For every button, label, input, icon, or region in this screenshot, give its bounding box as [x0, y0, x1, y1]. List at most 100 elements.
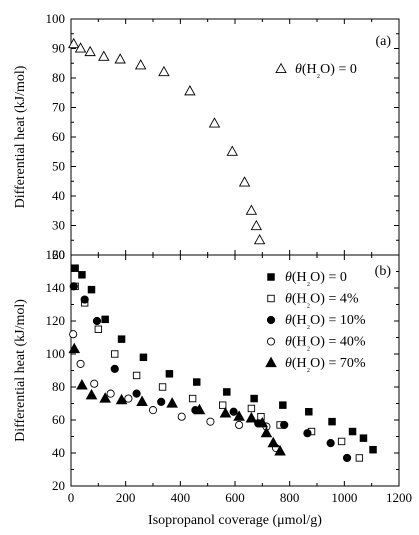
data-point: [71, 264, 79, 272]
data-point: [68, 342, 81, 354]
y-tick-label: 60: [52, 412, 65, 427]
data-point: [337, 437, 346, 446]
data-point: [188, 394, 197, 403]
series-1: [68, 37, 266, 245]
data-point: [98, 50, 110, 61]
data-point: [158, 65, 170, 77]
data-point: [250, 219, 263, 231]
y-tick-label: 140: [46, 280, 66, 295]
data-point: [355, 454, 364, 462]
panel-a: 20 30 40 50 60 70 80 90 100 Differential heat (kJ…: [13, 11, 400, 262]
legend-label: θ(H₂O) = 10%: [285, 313, 366, 330]
data-point: [193, 403, 206, 415]
data-point: [94, 325, 103, 333]
data-point: [305, 408, 313, 416]
series-5: [68, 342, 286, 456]
legend-marker: [275, 62, 287, 74]
data-point: [229, 407, 238, 416]
x-tick-label: 800: [280, 490, 300, 505]
data-point: [101, 315, 109, 324]
data-point: [219, 401, 227, 409]
data-point: [84, 45, 96, 57]
data-point: [245, 204, 258, 215]
data-point: [139, 353, 148, 362]
y-tick-label: 100: [46, 346, 66, 361]
data-point: [238, 176, 251, 187]
data-point: [115, 393, 128, 405]
legend-marker: [266, 315, 276, 325]
panel-label: (b): [375, 264, 392, 279]
legend-marker: [265, 356, 277, 368]
data-point: [69, 330, 78, 339]
data-point: [208, 117, 221, 128]
data-point: [267, 436, 280, 448]
data-point: [134, 59, 147, 70]
x-tick-label: 400: [171, 490, 191, 505]
data-point: [206, 417, 215, 426]
data-point: [85, 388, 98, 400]
data-point: [328, 417, 336, 426]
data-point: [92, 316, 102, 326]
data-point: [90, 379, 99, 388]
data-point: [342, 453, 352, 463]
data-point: [348, 427, 357, 436]
data-point: [80, 295, 89, 304]
data-point: [359, 434, 368, 442]
data-point: [76, 359, 85, 368]
data-point: [69, 282, 78, 291]
y-tick-label: 60: [52, 129, 65, 144]
data-point: [106, 389, 115, 398]
data-point: [132, 371, 141, 380]
data-point: [114, 53, 126, 64]
data-point: [192, 378, 201, 386]
data-point: [235, 420, 244, 430]
legend-marker: [267, 294, 275, 303]
legend-label: θ(H₂O) = 40%: [285, 335, 366, 352]
y-tick-label: 80: [52, 379, 65, 394]
legend-label: θ(H₂O) = 0: [295, 62, 357, 79]
series-2: [71, 282, 364, 462]
series-1: [71, 264, 377, 454]
data-point: [233, 410, 245, 421]
y-tick-label: 80: [52, 70, 65, 85]
legend-label: θ(H₂O) = 0: [285, 270, 347, 287]
series-3: [69, 282, 352, 463]
data-point: [158, 383, 167, 391]
y-tick-label: 90: [52, 41, 65, 56]
data-point: [177, 412, 186, 421]
data-point: [274, 445, 286, 456]
data-point: [136, 395, 148, 406]
y-tick-label: 160: [46, 247, 66, 262]
x-axis-label: Isopropanol coverage (μmol/g): [148, 513, 322, 528]
data-point: [99, 392, 111, 403]
legend-marker: [266, 337, 276, 346]
data-point: [219, 407, 232, 418]
data-point: [184, 85, 196, 96]
data-point: [250, 394, 258, 403]
data-point: [245, 412, 258, 423]
legend-marker: [267, 273, 275, 281]
data-point: [279, 401, 287, 409]
data-point: [132, 389, 141, 398]
series-4: [69, 330, 281, 453]
y-tick-label: 120: [46, 313, 66, 328]
data-point: [111, 350, 119, 358]
data-point: [74, 42, 87, 53]
data-point: [256, 416, 269, 428]
panel-label: (a): [375, 34, 391, 49]
y-tick-label: 30: [52, 218, 65, 233]
data-point: [110, 364, 119, 373]
data-point: [369, 445, 377, 454]
y-tick-label: 40: [52, 445, 65, 460]
y-tick-label: 50: [52, 159, 65, 174]
legend: θ(H₂O) = 0: [275, 62, 357, 79]
legend: θ(H₂O) = 0 θ(H₂O) = 4% θ(H₂O) = 10% θ(H₂O) …: [265, 270, 366, 373]
data-point: [223, 388, 231, 396]
y-tick-label: 100: [46, 11, 66, 26]
data-point: [166, 397, 178, 408]
y-tick-label: 40: [52, 188, 65, 203]
data-point: [247, 404, 256, 413]
data-point: [124, 394, 133, 403]
data-point: [253, 234, 266, 245]
